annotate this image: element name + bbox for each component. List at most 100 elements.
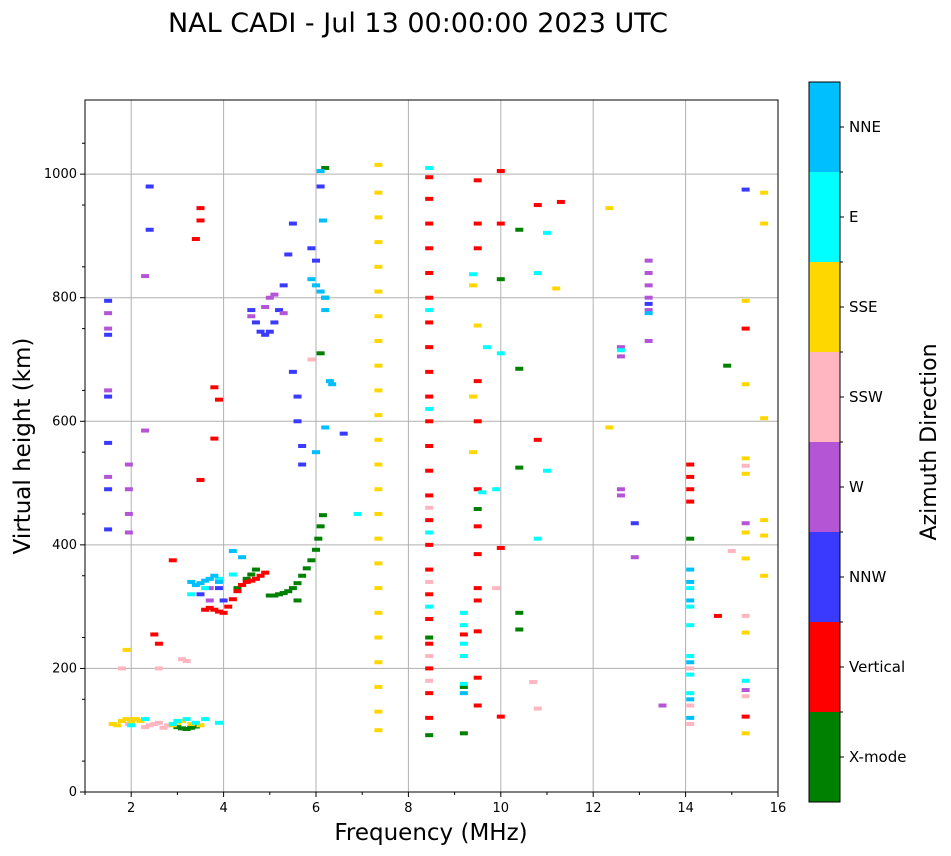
data-point bbox=[196, 592, 205, 597]
x-tick-label: 2 bbox=[127, 801, 135, 816]
data-point bbox=[459, 610, 468, 615]
data-point bbox=[104, 440, 113, 445]
data-point bbox=[307, 558, 316, 563]
data-point bbox=[686, 691, 695, 696]
data-point bbox=[219, 610, 228, 615]
data-point bbox=[425, 345, 434, 350]
data-point bbox=[473, 552, 482, 557]
data-point bbox=[265, 295, 274, 300]
data-point bbox=[741, 731, 750, 736]
data-point bbox=[288, 369, 297, 374]
data-point bbox=[182, 726, 191, 731]
data-point bbox=[127, 720, 136, 725]
data-point bbox=[293, 419, 302, 424]
y-tick-label: 600 bbox=[52, 414, 77, 429]
data-point bbox=[256, 573, 265, 578]
data-point bbox=[312, 450, 320, 455]
data-point bbox=[741, 714, 750, 719]
y-axis-ticks: 0 200 400 600 800 1000 bbox=[44, 142, 85, 800]
data-point bbox=[727, 549, 736, 554]
colorbar-swatch bbox=[809, 82, 840, 172]
data-point bbox=[168, 558, 177, 563]
data-point bbox=[141, 725, 150, 730]
data-point bbox=[196, 206, 205, 211]
data-point bbox=[741, 521, 750, 526]
data-point bbox=[473, 246, 482, 251]
data-point bbox=[741, 530, 750, 535]
data-point bbox=[238, 583, 247, 588]
colorbar-title: Azimuth Direction bbox=[917, 343, 942, 540]
data-point bbox=[425, 715, 434, 720]
colorbar: X-mode Vertical NNW W SSW SSE E NNE bbox=[808, 81, 906, 803]
data-point bbox=[178, 657, 187, 662]
data-point bbox=[644, 258, 653, 263]
data-point bbox=[760, 221, 769, 226]
data-point bbox=[187, 725, 196, 730]
data-point bbox=[187, 579, 196, 584]
data-point bbox=[251, 320, 260, 325]
data-point bbox=[473, 586, 482, 591]
data-point bbox=[686, 462, 695, 467]
data-point bbox=[496, 351, 505, 356]
colorbar-swatch bbox=[809, 172, 840, 262]
data-point bbox=[228, 549, 237, 554]
data-point bbox=[760, 573, 769, 578]
data-points bbox=[104, 162, 769, 738]
data-point bbox=[374, 511, 383, 516]
data-point bbox=[205, 598, 214, 603]
data-point bbox=[425, 592, 434, 597]
data-point bbox=[187, 592, 196, 597]
colorbar-swatch bbox=[809, 622, 840, 712]
data-point bbox=[321, 425, 330, 430]
colorbar-label: SSW bbox=[849, 388, 883, 406]
data-point bbox=[459, 731, 468, 736]
data-point bbox=[760, 533, 769, 538]
data-point bbox=[473, 487, 482, 492]
data-point bbox=[279, 311, 288, 316]
data-point bbox=[214, 579, 223, 584]
data-point bbox=[374, 709, 383, 714]
data-point bbox=[686, 666, 695, 671]
colorbar-label: NNW bbox=[849, 568, 886, 586]
data-point bbox=[210, 385, 219, 390]
data-point bbox=[374, 289, 383, 294]
data-point bbox=[261, 304, 270, 309]
data-point bbox=[145, 723, 154, 728]
data-point bbox=[374, 162, 383, 167]
colorbar-label: SSE bbox=[849, 298, 878, 316]
data-point bbox=[279, 283, 288, 288]
data-point bbox=[533, 203, 542, 208]
data-point bbox=[104, 298, 113, 303]
data-point bbox=[459, 684, 468, 689]
data-point bbox=[425, 654, 434, 659]
data-point bbox=[131, 717, 140, 722]
data-point bbox=[515, 465, 524, 470]
data-point bbox=[214, 720, 223, 725]
data-point bbox=[321, 308, 330, 313]
data-point bbox=[533, 536, 542, 541]
data-point bbox=[686, 598, 695, 603]
data-point bbox=[741, 556, 750, 561]
data-point bbox=[605, 425, 614, 430]
data-point bbox=[288, 221, 297, 226]
data-point bbox=[616, 345, 625, 350]
data-point bbox=[104, 394, 113, 399]
data-point bbox=[374, 215, 383, 220]
data-point bbox=[293, 581, 302, 586]
data-point bbox=[473, 419, 482, 424]
data-point bbox=[760, 190, 769, 195]
data-point bbox=[293, 598, 302, 603]
data-point bbox=[469, 272, 478, 277]
data-point bbox=[117, 718, 126, 723]
data-point bbox=[339, 431, 348, 436]
data-point bbox=[741, 456, 750, 461]
data-point bbox=[473, 524, 482, 529]
data-point bbox=[275, 592, 284, 597]
data-point bbox=[374, 314, 383, 319]
data-point bbox=[644, 283, 653, 288]
data-point bbox=[630, 555, 639, 560]
data-point bbox=[425, 617, 434, 621]
y-tick-label: 800 bbox=[52, 291, 77, 306]
data-point bbox=[247, 578, 256, 583]
data-point bbox=[256, 329, 265, 334]
